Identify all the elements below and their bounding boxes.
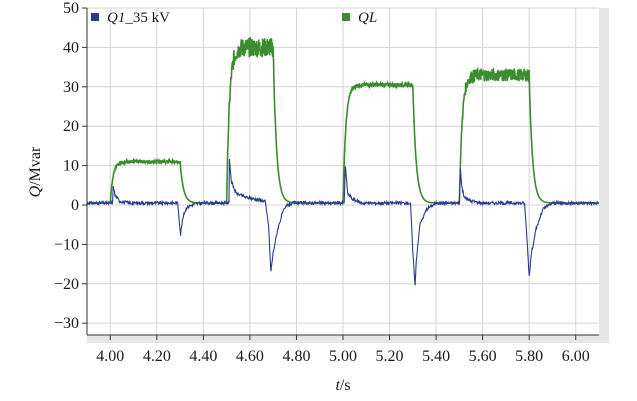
y-tick-label: 20	[63, 118, 79, 135]
x-tick-label: 4.60	[236, 348, 264, 365]
x-tick-label: 5.40	[422, 348, 450, 365]
y-tick-label: 0	[71, 197, 79, 214]
legend-label-q1-var: Q1	[107, 10, 125, 26]
x-tick-label: 4.80	[282, 348, 310, 365]
plot-frame-shadow-bottom	[87, 335, 609, 343]
y-tick-label: 10	[63, 158, 79, 175]
legend-marker-ql	[342, 13, 350, 21]
legend-label-q1-rest: _35 kV	[124, 10, 170, 26]
y-tick-label: 50	[63, 0, 79, 17]
axes: −30 −20 −10 0 10 20 30 40 50 4.00 4.20 4.40 4.60 4.80…	[54, 0, 599, 365]
plot-frame-shadow	[599, 8, 609, 343]
y-tick-label: −30	[54, 315, 79, 332]
x-tick-label: 5.60	[469, 348, 497, 365]
x-tick-label: 5.00	[329, 348, 357, 365]
x-tick-label: 5.20	[376, 348, 404, 365]
x-tick-label: 6.00	[562, 348, 590, 365]
x-axis-label-var: t	[335, 377, 340, 394]
x-tick-label: 4.40	[189, 348, 217, 365]
y-tick-label: 30	[63, 79, 79, 96]
x-tick-label: 4.20	[143, 348, 171, 365]
y-tick-label: −10	[54, 236, 79, 253]
x-axis-label: t/s	[335, 377, 350, 394]
y-axis-label-unit: /Mvar	[27, 146, 44, 186]
x-axis-label-unit: /s	[340, 377, 351, 394]
y-tick-label: 40	[63, 39, 79, 56]
series-line-ql	[87, 36, 599, 204]
y-axis-label-var: Q	[27, 185, 44, 197]
grid	[87, 7, 599, 335]
legend-marker-q1	[91, 13, 99, 21]
y-axis-label: Q/Mvar	[27, 146, 44, 197]
y-tick-label: −20	[54, 276, 79, 293]
legend-label-ql: QL	[358, 10, 377, 26]
legend-label-q1: Q1_35 kV	[107, 10, 170, 26]
series-line-q1	[87, 158, 599, 286]
series-layer	[87, 36, 599, 286]
x-tick-label: 4.00	[96, 348, 124, 365]
x-tick-label: 5.80	[515, 348, 543, 365]
legend: Q1_35 kV QL	[91, 10, 377, 26]
